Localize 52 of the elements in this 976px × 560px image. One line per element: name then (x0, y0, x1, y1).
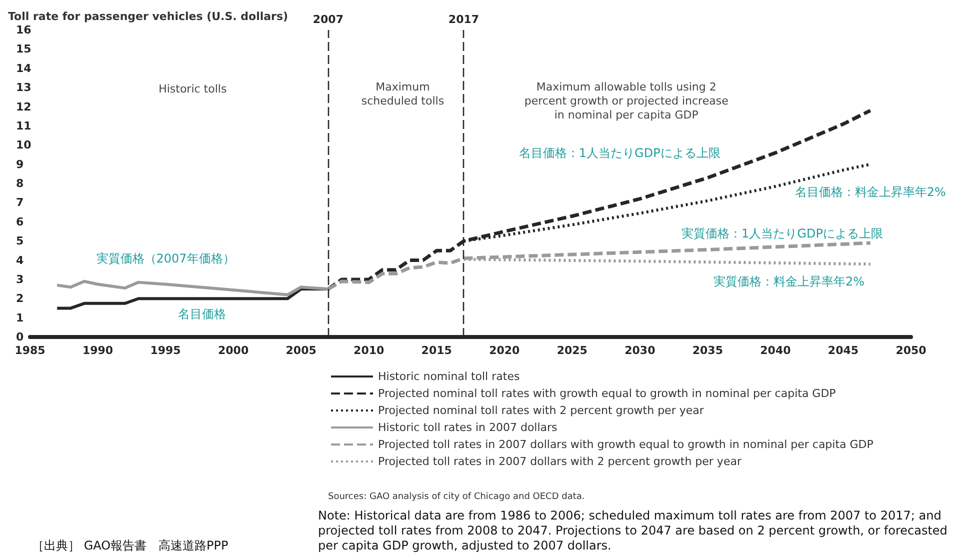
y-tick-label: 9 (16, 158, 24, 171)
y-tick-label: 6 (16, 215, 24, 228)
text: Note: Historical data are from 1986 to 2006; scheduled maximum toll rates are from 2007 to 2017; and projected toll rates from 2008 to 2047. Projections to 2047 are based on 2 percent growth, or forecasted per capita GDP growth, adjusted to 2007 dollars. (318, 508, 952, 552)
y-tick-label: 7 (16, 196, 24, 210)
y-tick-label: 10 (16, 138, 32, 152)
annotation: 実質価格（2007年価格） (96, 251, 235, 266)
y-tick-label: 13 (16, 81, 32, 94)
x-tick-label: 2000 (218, 344, 249, 357)
x-tick-label: 2040 (760, 344, 792, 357)
legend-label: Projected nominal toll rates with 2 percent growth per year (378, 404, 704, 417)
annotation: Maximum allowable tolls using 2 percent growth or projected increase in nominal per capita GDP (524, 80, 729, 122)
y-tick-label: 5 (16, 234, 24, 248)
x-tick-label: 2010 (354, 344, 384, 357)
y-tick-label: 11 (16, 119, 32, 132)
y-tick-label: 0 (16, 330, 24, 344)
legend-label: Historic toll rates in 2007 dollars (378, 421, 558, 434)
y-tick-label: 16 (16, 24, 32, 36)
ref-line-label: 2017 (448, 13, 480, 26)
annotation: Maximum scheduled tolls (361, 80, 444, 108)
y-tick-label: 2 (16, 292, 24, 306)
y-tick-label: 14 (16, 62, 32, 75)
legend-label: Projected toll rates in 2007 dollars with 2 percent growth per year (378, 455, 742, 468)
annotation: 名目価格 (178, 306, 226, 321)
y-tick-label: 4 (16, 254, 24, 267)
x-tick-label: 2015 (421, 344, 452, 357)
annotation: 実質価格：料金上昇率年2% (713, 274, 865, 288)
x-tick-label: 2035 (692, 344, 724, 357)
x-tick-label: 2050 (896, 344, 927, 357)
y-tick-label: 12 (16, 100, 32, 114)
text: ［出典］ GAO報告書 高速道路PPP (32, 538, 228, 552)
x-tick-label: 2005 (286, 344, 316, 357)
y-tick-label: 1 (16, 311, 24, 324)
x-tick-label: 1985 (14, 344, 46, 357)
source-note: Sources: GAO analysis of city of Chicago and OECD data. (328, 492, 585, 502)
y-tick-label: 3 (16, 272, 24, 286)
legend-label: Projected toll rates in 2007 dollars with growth equal to growth in nominal per capita GDP (378, 438, 874, 451)
x-tick-label: 2020 (489, 344, 520, 357)
x-tick-label: 1995 (150, 344, 181, 357)
y-tick-label: 15 (16, 42, 32, 56)
annotation: 実質価格：1人当たりGDPによる上限 (682, 226, 883, 240)
x-tick-label: 1990 (82, 344, 114, 357)
x-tick-label: 2025 (556, 344, 588, 357)
annotation: Historic tolls (158, 82, 227, 96)
y-axis-title: Toll rate for passenger vehicles (U.S. dollars) (8, 10, 288, 23)
annotation: 名目価格：1人当たりGDPによる上限 (518, 146, 720, 160)
ref-line-label: 2007 (312, 13, 344, 26)
legend-label: Projected nominal toll rates with growth equal to growth in nominal per capita GDP (378, 387, 836, 400)
x-tick-label: 2045 (828, 344, 859, 357)
legend-label: Historic nominal toll rates (378, 370, 520, 383)
x-tick-label: 2030 (624, 344, 656, 357)
annotation: 名目価格：料金上昇率年2% (794, 185, 946, 200)
y-tick-label: 8 (16, 177, 24, 190)
